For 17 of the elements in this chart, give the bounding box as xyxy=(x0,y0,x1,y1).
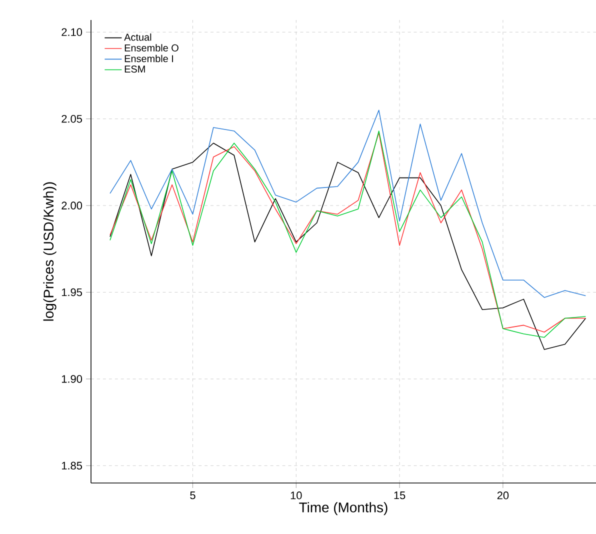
x-tick-label: 15 xyxy=(394,492,406,500)
legend-label: Ensemble O xyxy=(124,44,178,52)
y-tick-label: 1.90 xyxy=(62,375,82,383)
y-tick-label: 2.00 xyxy=(62,202,82,210)
x-tick-label: 5 xyxy=(190,492,196,500)
y-tick-label: 1.85 xyxy=(62,462,82,470)
x-tick-label: 20 xyxy=(497,492,509,500)
line-series xyxy=(110,110,586,298)
y-tick-label: 2.05 xyxy=(62,114,82,123)
y-tick-label: 2.10 xyxy=(62,28,82,36)
x-tick-label: 10 xyxy=(290,492,302,500)
x-axis-title: Time (Months) xyxy=(299,502,388,516)
legend-label: Actual xyxy=(124,33,152,41)
legend-label: Ensemble I xyxy=(124,54,173,62)
y-tick-label: 1.95 xyxy=(62,288,82,296)
legend-label: ESM xyxy=(124,66,145,73)
y-axis-title: log(Prices (USD/Kwh)) xyxy=(43,182,56,321)
